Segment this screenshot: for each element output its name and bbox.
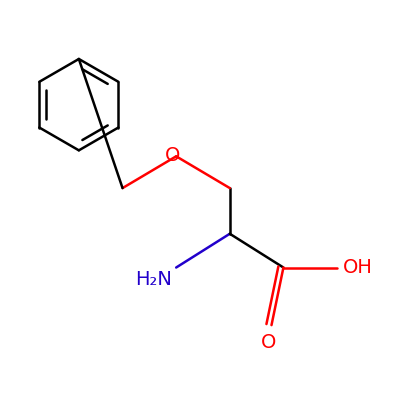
Text: O: O xyxy=(164,146,180,165)
Text: H₂N: H₂N xyxy=(135,270,172,289)
Text: O: O xyxy=(261,334,276,352)
Text: OH: OH xyxy=(343,258,373,277)
